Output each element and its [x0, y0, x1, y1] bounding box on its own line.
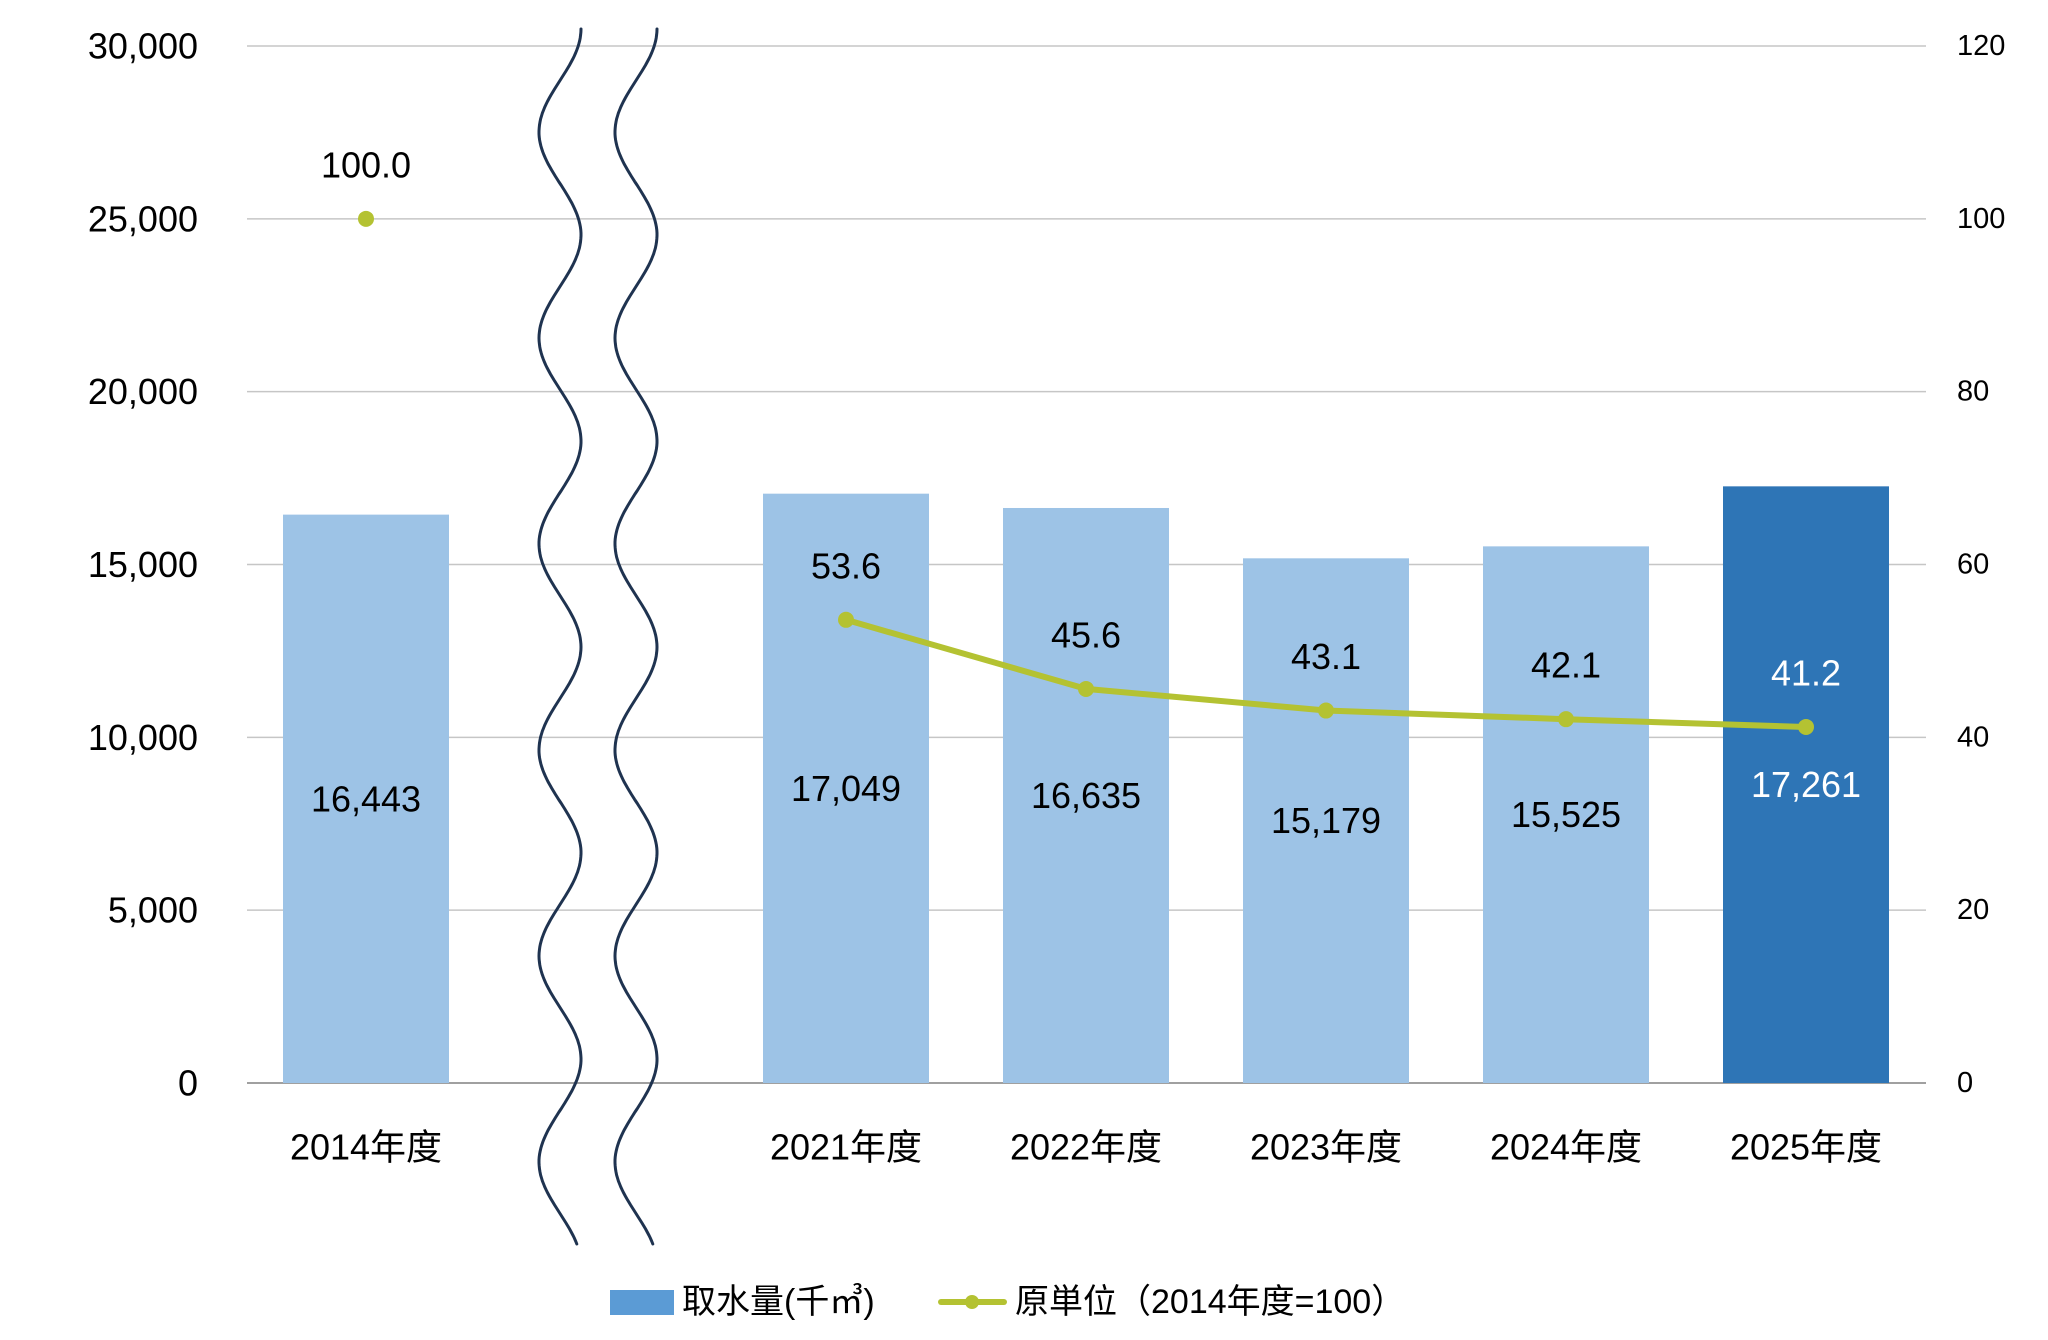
intensity-line-series — [358, 210, 1814, 735]
water-intake-value-label: 15,179 — [1271, 800, 1381, 841]
y-left-axis: 0 5,000 10,000 15,000 20,000 25,000 30,000 — [88, 26, 198, 1104]
y-left-tick-label: 15,000 — [88, 544, 198, 585]
water-intake-value-labels: 16,443 17,049 16,635 15,179 15,525 17,261 — [311, 764, 1861, 841]
intensity-value-label: 41.2 — [1771, 652, 1841, 693]
y-right-tick-label: 100 — [1957, 203, 2005, 235]
y-left-tick-label: 20,000 — [88, 371, 198, 412]
water-intake-bar — [1723, 486, 1889, 1084]
intensity-point — [1318, 702, 1334, 719]
y-left-tick-label: 30,000 — [88, 26, 198, 67]
water-intake-bar — [1003, 507, 1169, 1083]
x-category-label: 2022年度 — [1010, 1127, 1162, 1168]
legend-bar-swatch — [610, 1290, 674, 1315]
intensity-value-label: 100.0 — [321, 144, 411, 185]
intensity-point — [838, 611, 854, 628]
legend: 取水量(千㎥) 原単位（2014年度=100） — [610, 1283, 1405, 1321]
axis-break — [537, 27, 659, 1246]
legend-line-label: 原単位（2014年度=100） — [1015, 1283, 1405, 1321]
x-category-label: 2023年度 — [1250, 1127, 1402, 1168]
intensity-value-labels: 100.0 53.6 45.6 43.1 42.1 41.2 — [321, 144, 1841, 693]
intensity-point — [358, 210, 374, 227]
y-right-tick-label: 80 — [1957, 376, 1989, 408]
x-axis-categories: 2014年度 2021年度 2022年度 2023年度 2024年度 2025年度 — [290, 1127, 1882, 1168]
legend-bar-label: 取水量(千㎥) — [682, 1283, 875, 1321]
water-intake-bar — [1243, 558, 1409, 1083]
y-right-tick-label: 20 — [1957, 894, 1989, 926]
water-intake-value-label: 16,443 — [311, 778, 421, 819]
intensity-point — [1798, 718, 1814, 735]
y-left-tick-label: 25,000 — [88, 198, 198, 239]
intensity-point — [1078, 680, 1094, 697]
x-category-label: 2014年度 — [290, 1127, 442, 1168]
y-left-tick-label: 0 — [178, 1063, 198, 1104]
water-intake-bars — [283, 486, 1889, 1084]
intensity-value-label: 42.1 — [1531, 645, 1601, 686]
water-intake-value-label: 15,525 — [1511, 794, 1621, 835]
water-intake-value-label: 16,635 — [1031, 775, 1141, 816]
y-left-tick-label: 10,000 — [88, 717, 198, 758]
axis-break-wave — [613, 27, 659, 1246]
x-category-label: 2024年度 — [1490, 1127, 1642, 1168]
water-intake-bar — [763, 493, 929, 1083]
water-intake-value-label: 17,261 — [1751, 764, 1861, 805]
legend-line-marker — [965, 1295, 979, 1309]
axis-break-wave — [537, 27, 583, 1246]
y-right-axis: 0 20 40 60 80 100 120 — [1957, 30, 2005, 1099]
y-right-tick-label: 60 — [1957, 549, 1989, 581]
intensity-value-label: 53.6 — [811, 545, 881, 586]
water-intake-value-label: 17,049 — [791, 768, 901, 809]
x-category-label: 2021年度 — [770, 1127, 922, 1168]
intensity-value-label: 45.6 — [1051, 614, 1121, 655]
y-right-tick-label: 0 — [1957, 1067, 1973, 1099]
y-right-tick-label: 40 — [1957, 721, 1989, 753]
intensity-point — [1558, 711, 1574, 728]
water-intake-bar — [1483, 546, 1649, 1083]
y-right-tick-label: 120 — [1957, 30, 2005, 62]
y-left-tick-label: 5,000 — [108, 890, 198, 931]
x-category-label: 2025年度 — [1730, 1127, 1882, 1168]
water-intake-bar — [283, 514, 449, 1083]
intensity-value-label: 43.1 — [1291, 636, 1361, 677]
